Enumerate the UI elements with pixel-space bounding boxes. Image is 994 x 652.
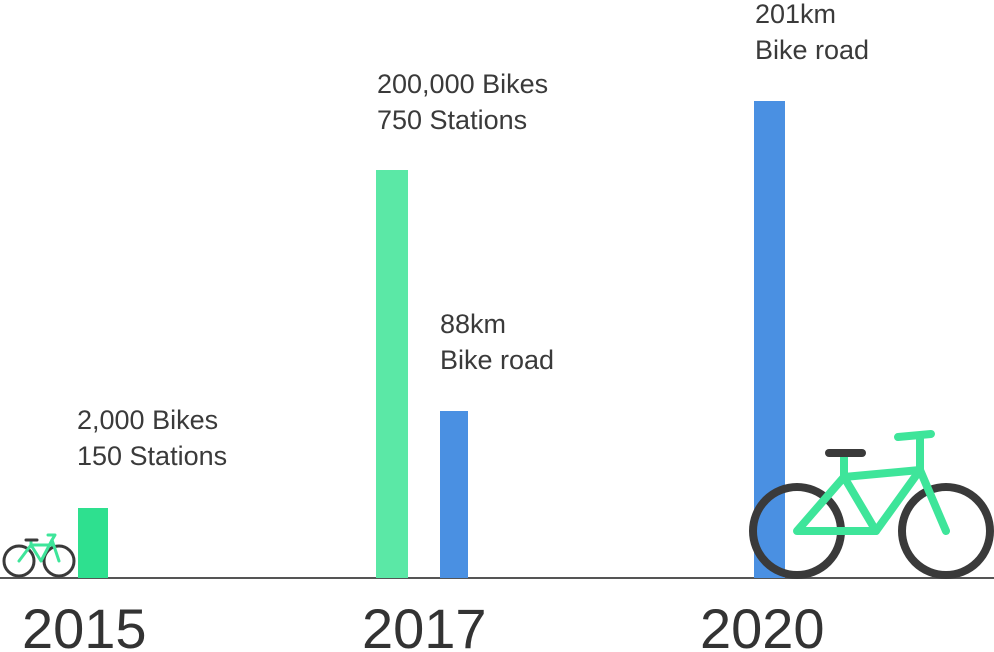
- bar-2017-road-label-line1: 88km: [440, 309, 506, 339]
- year-label-2017: 2017: [362, 597, 487, 652]
- bar-2017-bikes-label-line2: 750 Stations: [377, 105, 527, 135]
- bar-2017-bikes-label-line1: 200,000 Bikes: [377, 69, 548, 99]
- bar-2015-bikes: [78, 508, 108, 578]
- year-label-2020: 2020: [700, 597, 825, 652]
- year-label-2015: 2015: [22, 597, 147, 652]
- bar-2015-bikes-label-line1: 2,000 Bikes: [77, 405, 218, 435]
- bar-2015-bikes-label-line2: 150 Stations: [77, 441, 227, 471]
- small-bicycle-icon: [2, 533, 76, 578]
- bar-2017-road: [440, 411, 468, 578]
- bar-2020-road-label-line2: Bike road: [755, 35, 869, 65]
- bar-2020-road-label-line1: 201km: [755, 0, 836, 29]
- bar-2017-road-label-line2: Bike road: [440, 345, 554, 375]
- bar-2017-bikes: [376, 170, 408, 578]
- large-bicycle-icon: [749, 430, 994, 579]
